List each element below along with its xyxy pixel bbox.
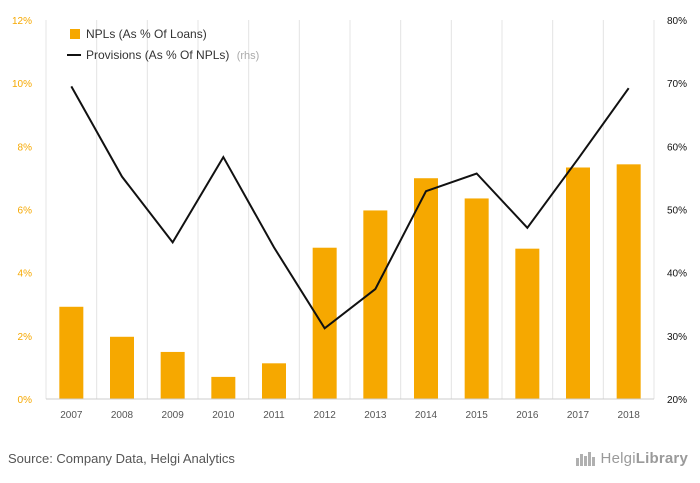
legend-label-provisions-text: Provisions (As % Of NPLs)	[86, 48, 229, 62]
bar-2008	[110, 336, 134, 399]
brand-name: HelgiLibrary	[601, 450, 688, 467]
vertical-gridlines	[45, 20, 655, 399]
x-tick-label: 2017	[567, 410, 590, 421]
right-tick-label: 50%	[667, 206, 687, 217]
legend-label-provisions: Provisions (As % Of NPLs) (rhs)	[86, 48, 259, 62]
right-axis-ticks: 20% 30% 40% 50% 60% 70% 80%	[667, 16, 687, 406]
bar-series	[59, 164, 641, 399]
right-tick-label: 40%	[667, 269, 687, 280]
x-tick-label: 2007	[60, 410, 83, 421]
bar-2017	[566, 167, 590, 399]
footer: Source: Company Data, Helgi Analytics He…	[0, 442, 700, 483]
x-tick-label: 2010	[212, 410, 235, 421]
left-tick-label: 4%	[18, 269, 33, 280]
bar-2009	[160, 351, 185, 399]
brand-light: Helgi	[600, 450, 636, 467]
right-tick-label: 80%	[667, 16, 687, 27]
left-tick-label: 8%	[18, 142, 33, 153]
bar-2015	[464, 198, 489, 399]
chart: 0% 2% 4% 6% 8% 10% 12% 20% 30% 40% 50% 60% 70% 80% 2…	[12, 16, 687, 421]
brand-bold: Library	[635, 450, 688, 467]
left-tick-label: 12%	[12, 16, 32, 27]
x-tick-label: 2015	[466, 410, 489, 421]
bar-2011	[262, 363, 286, 399]
x-tick-label: 2018	[618, 410, 641, 421]
left-tick-label: 2%	[18, 332, 33, 343]
right-tick-label: 30%	[667, 332, 687, 343]
left-tick-label: 6%	[18, 206, 33, 217]
bar-2007	[59, 306, 84, 399]
x-tick-label: 2011	[263, 410, 285, 421]
x-tick-label: 2013	[364, 410, 387, 421]
x-tick-label: 2009	[162, 410, 185, 421]
city-skyline-icon	[575, 451, 595, 466]
brand-logo: HelgiLibrary	[575, 450, 688, 467]
bar-2012	[312, 247, 337, 399]
legend-label-npls: NPLs (As % Of Loans)	[86, 27, 207, 41]
legend-label-provisions-suffix: (rhs)	[237, 50, 260, 62]
x-tick-label: 2016	[516, 410, 539, 421]
provisions-line	[70, 85, 630, 330]
source-text: Source: Company Data, Helgi Analytics	[8, 451, 235, 466]
legend-swatch-npls	[70, 29, 80, 39]
left-axis-ticks: 0% 2% 4% 6% 8% 10% 12%	[12, 16, 32, 406]
line-series	[70, 85, 630, 330]
x-tick-label: 2014	[415, 410, 438, 421]
x-tick-label: 2012	[314, 410, 337, 421]
x-tick-label: 2008	[111, 410, 134, 421]
left-tick-label: 10%	[12, 79, 32, 90]
bar-2010	[211, 376, 236, 399]
x-axis-ticks: 2007 2008 2009 2010 2011 2012 2013 2014 2015 2016…	[60, 410, 640, 421]
right-tick-label: 20%	[667, 395, 687, 406]
left-tick-label: 0%	[18, 395, 33, 406]
bar-2014	[414, 178, 438, 399]
right-tick-label: 70%	[667, 79, 687, 90]
right-tick-label: 60%	[667, 142, 687, 153]
bar-2018	[616, 164, 641, 399]
legend: NPLs (As % Of Loans) Provisions (As % Of…	[67, 27, 259, 62]
bar-2016	[515, 248, 540, 399]
bar-2013	[363, 210, 388, 399]
